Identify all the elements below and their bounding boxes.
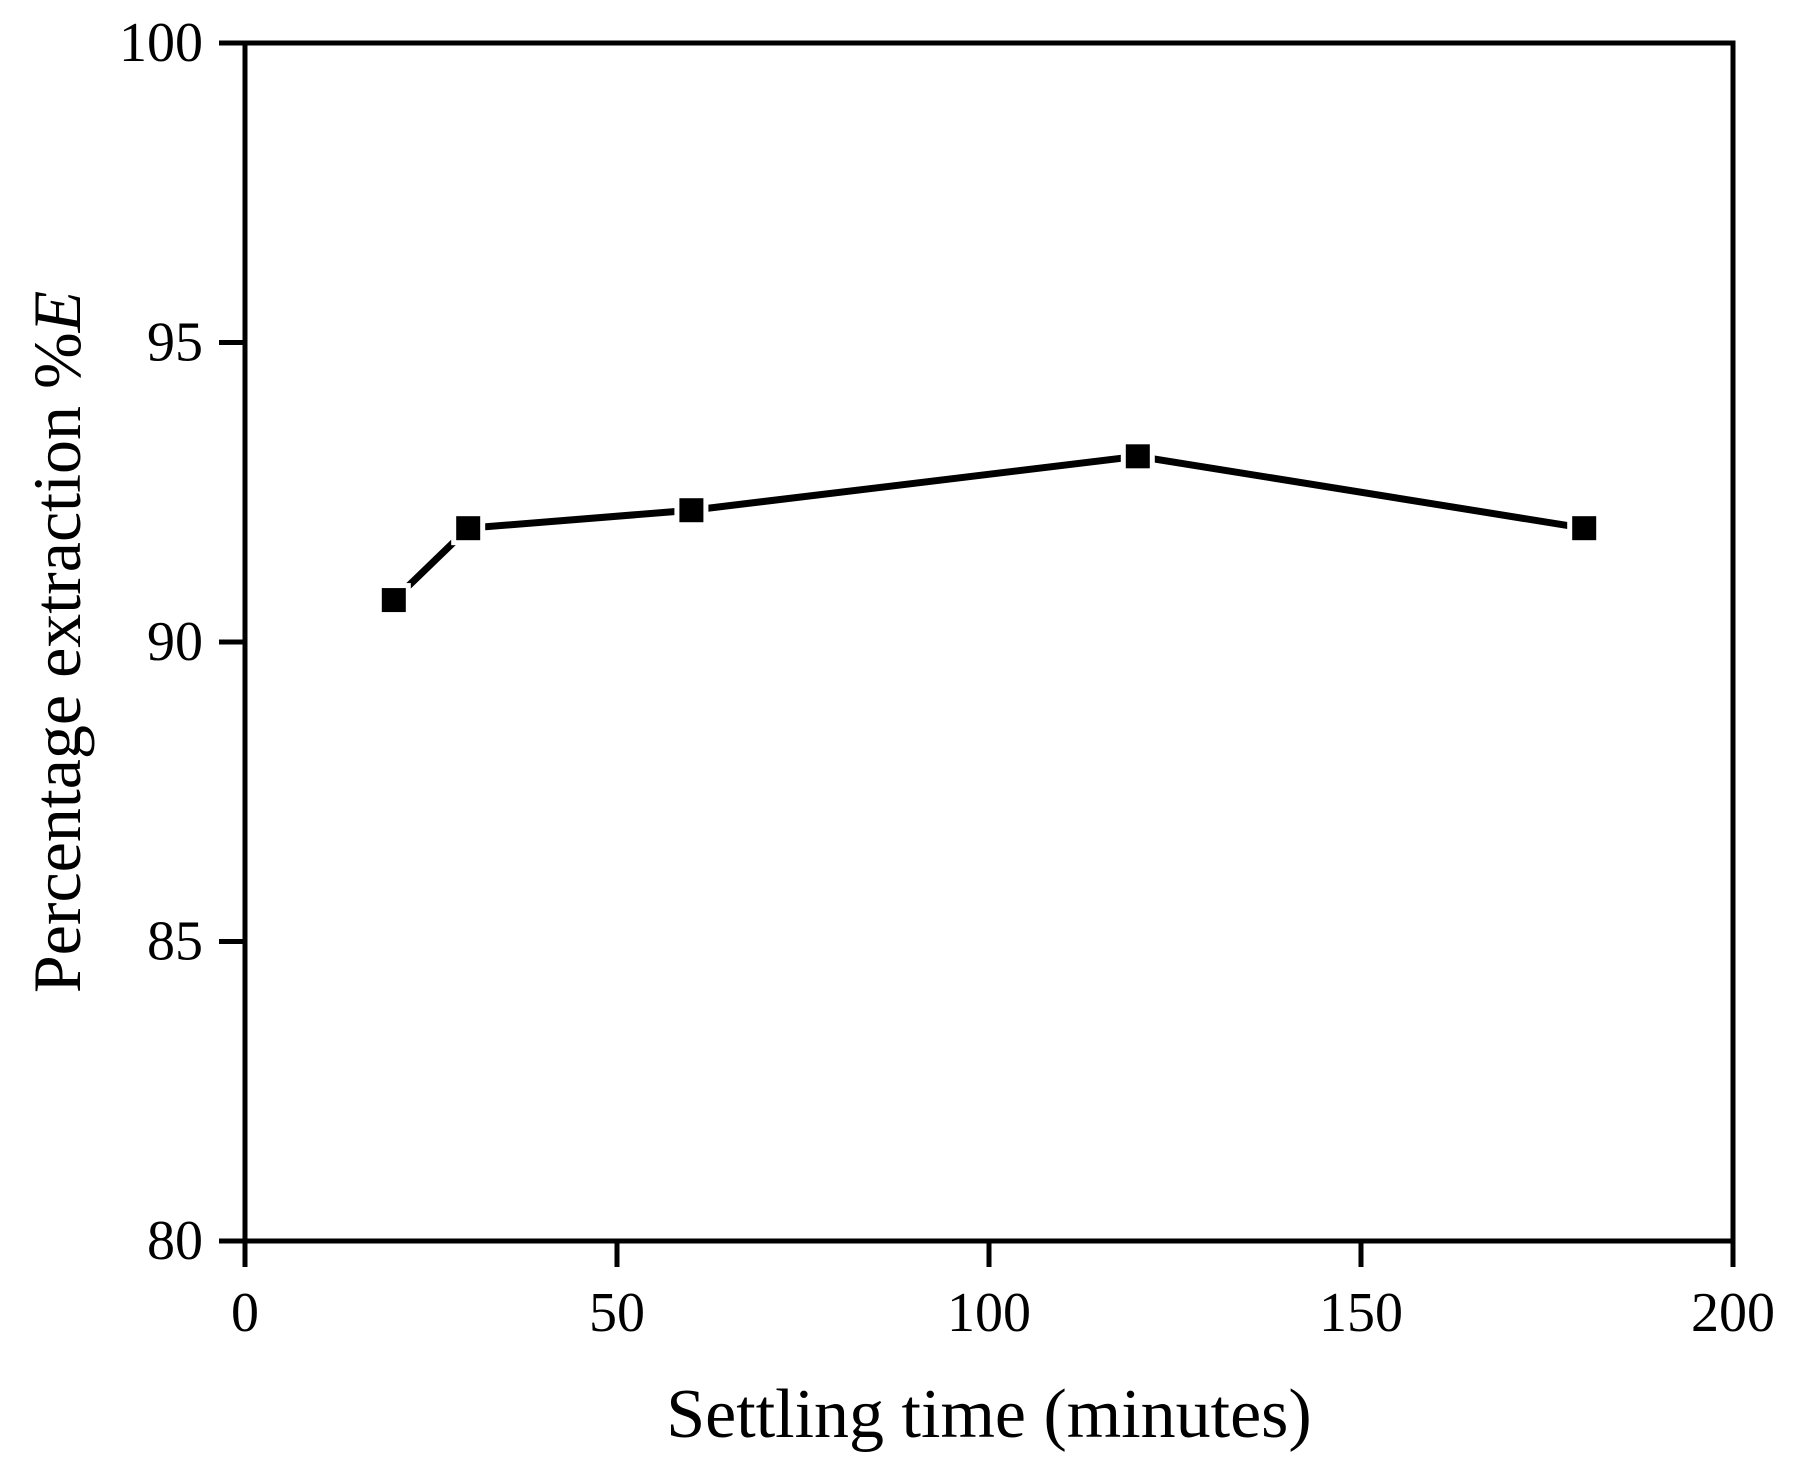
x-axis-tick-label: 150 [1319,1282,1403,1344]
data-point-marker [679,498,704,523]
x-axis-tick-label: 200 [1691,1282,1775,1344]
y-axis-title: Percentage extraction %E [19,0,95,1342]
plot-area-border [242,40,1736,1244]
x-axis-title: Settling time (minutes) [666,1376,1312,1453]
y-axis-tick-label: 90 [147,611,203,673]
x-axis-tick-label: 0 [231,1282,259,1344]
data-point-marker [456,516,481,541]
x-axis-tick-label: 100 [947,1282,1031,1344]
data-point-marker [1572,516,1597,541]
x-axis-tick-label: 50 [589,1282,645,1344]
y-axis-tick-label: 95 [147,312,203,374]
y-axis-title-text: Percentage extraction % [19,332,95,994]
y-axis-tick-label: 100 [119,12,203,74]
series-line [391,452,1585,603]
data-point-marker [381,588,406,613]
y-axis-tick-label: 80 [147,1210,203,1272]
data-point-marker [1125,444,1150,469]
y-axis-title-symbol: E [19,290,95,333]
y-axis-tick-label: 85 [147,911,203,973]
